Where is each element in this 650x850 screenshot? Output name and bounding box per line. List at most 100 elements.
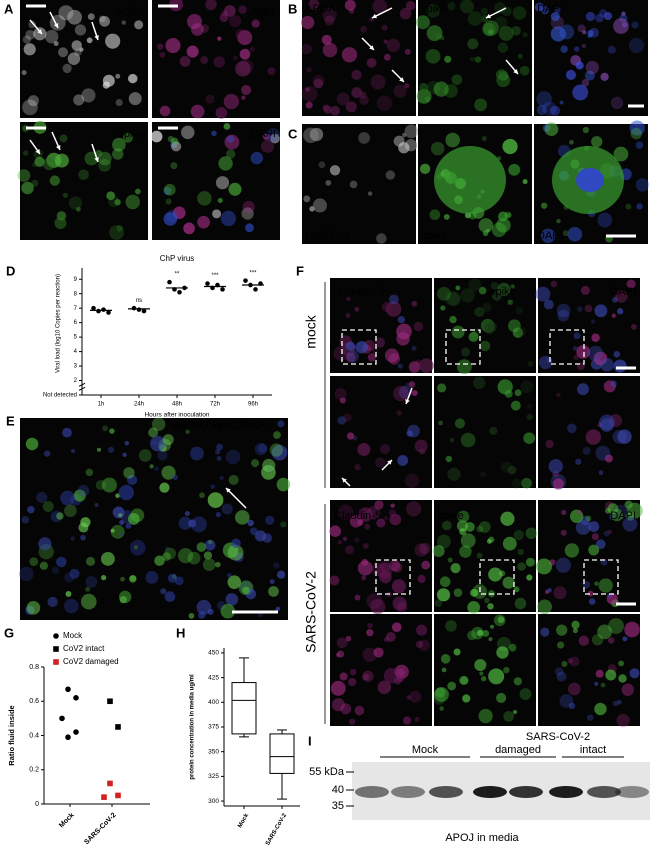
image-label: Claudin 5 [338,286,384,298]
cell [454,418,465,429]
cell [540,627,550,637]
cell [339,397,346,404]
cell [196,599,212,615]
cell [591,634,604,646]
cell [584,70,595,81]
cell [86,37,93,44]
cell [453,648,461,656]
cell [488,637,493,642]
cell [554,6,561,14]
cell [187,551,201,565]
cell [43,450,51,457]
x-tick-label: 48h [172,402,182,408]
arrow-head [53,23,59,28]
cell [22,99,38,116]
cell [612,429,627,444]
cell [154,466,159,472]
cell [413,321,424,332]
cell [446,292,461,306]
cell [339,672,348,681]
cell [482,302,492,313]
cell [484,597,490,604]
dot [205,281,210,286]
dot [167,279,172,285]
cell [572,84,589,101]
cell [381,24,388,31]
cell [200,56,209,65]
cell [106,191,116,201]
cell [128,73,138,84]
cell [604,454,613,463]
cell [595,539,606,549]
cell [67,9,82,25]
cell [71,40,82,51]
cell [631,323,637,330]
arrow-head [94,35,99,40]
cell [116,224,124,232]
cell [525,527,538,540]
cell [203,551,213,560]
panel-letter: D [6,263,15,278]
cell [119,596,127,604]
cell [426,25,443,42]
cell [434,687,449,702]
zoom-box [341,329,377,365]
y-tick-label: 0.6 [29,698,39,705]
y-tick-label: 350 [208,748,219,755]
cell [608,618,624,635]
cell [377,680,392,695]
cell [199,492,205,499]
cell [447,557,453,563]
y-tick-label: Not detected [43,393,77,399]
cell [513,677,522,686]
cell [56,512,64,520]
image-label: spike [490,286,516,298]
cell [223,123,231,130]
cell [217,36,222,41]
band [549,786,583,798]
cell [321,34,332,45]
cell [482,20,499,37]
cell [439,706,444,711]
cell [493,614,506,627]
micrograph [538,278,640,373]
cell [540,228,556,243]
cell [179,55,191,67]
cell [573,332,581,340]
cell [512,327,524,338]
cell [504,211,512,219]
cell [522,179,528,185]
cell [115,99,123,107]
cell [384,348,399,363]
arrow-head [37,29,42,34]
cell [424,96,431,102]
cell [507,299,513,305]
cell [534,2,545,12]
cell [478,218,494,233]
cell [87,13,95,21]
cell [26,601,41,615]
cell [102,425,108,432]
cell [389,560,401,572]
cell [481,676,487,682]
panel-letter: E [6,413,15,428]
cell [228,474,239,486]
cell [220,603,236,619]
legend-label: Mock [63,631,83,640]
cell [595,445,611,461]
cell [207,539,213,545]
cell [419,542,431,555]
cell [354,594,361,601]
cell [336,637,348,649]
point [115,792,121,799]
cell [507,465,517,475]
cell [164,591,176,602]
cell [200,24,209,33]
cell [404,83,410,89]
cell [235,510,250,525]
cell [527,360,534,367]
y-tick-label: 3 [74,364,78,370]
cell [397,363,403,369]
cell [433,81,449,97]
panel-letter: C [288,126,298,141]
